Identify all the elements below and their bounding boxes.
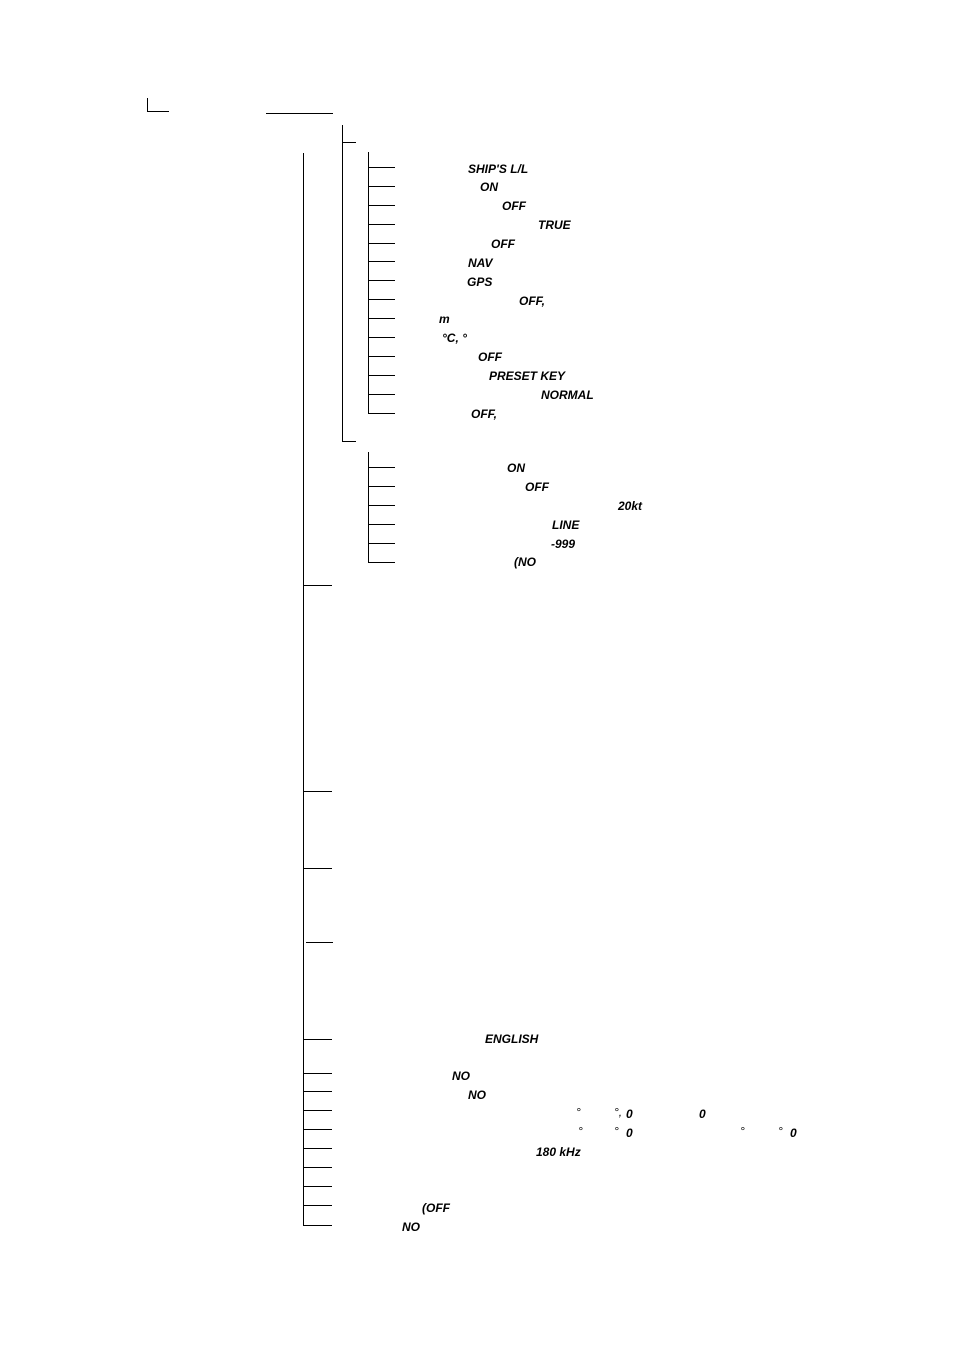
display-value: ON xyxy=(507,461,525,475)
setup-leaf-line xyxy=(368,413,395,414)
setup-value: TRUE xyxy=(538,218,571,232)
setup-leaf-line xyxy=(368,394,395,395)
setup-trunk xyxy=(368,152,369,414)
display-trunk xyxy=(368,452,369,563)
setup-value: OFF xyxy=(478,350,502,364)
setup-leaf-line xyxy=(368,318,395,319)
setup-value: SHIP'S L/L xyxy=(468,162,529,176)
main-branch-line xyxy=(303,1091,332,1092)
setup-value: OFF, xyxy=(519,294,545,308)
display-leaf-line xyxy=(368,562,395,563)
degree-mark: ° xyxy=(740,1124,745,1138)
setup-value: OFF, xyxy=(471,407,497,421)
offset-value: 0 xyxy=(699,1107,706,1121)
main-branch-line xyxy=(303,1186,332,1187)
setup-value: m xyxy=(439,312,450,326)
display-value: (NO xyxy=(514,555,536,569)
main-branch-line xyxy=(303,1039,332,1040)
language-value: ENGLISH xyxy=(485,1032,539,1046)
main-branch-line xyxy=(303,1110,332,1111)
setup-value: NAV xyxy=(468,256,493,270)
degree-mark: °, xyxy=(614,1105,623,1119)
offset-value: 0 xyxy=(626,1126,633,1140)
group-branch-display xyxy=(342,441,356,442)
setup-leaf-line xyxy=(368,261,395,262)
main-branch-line xyxy=(303,1205,332,1206)
degree-mark: ° xyxy=(576,1105,581,1119)
main-branch-line xyxy=(306,942,333,943)
display-leaf-line xyxy=(368,543,395,544)
main-branch-line xyxy=(303,1225,332,1226)
display-value: -999 xyxy=(551,537,576,551)
group-branch-setup xyxy=(342,142,356,143)
display-leaf-line xyxy=(368,524,395,525)
root-branch-line xyxy=(266,113,333,114)
group-trunk xyxy=(342,125,343,442)
display-value: 20kt xyxy=(618,499,643,513)
degree-mark: ° xyxy=(614,1124,619,1138)
setup-leaf-line xyxy=(368,356,395,357)
display-leaf-line xyxy=(368,505,395,506)
system-value-no: NO xyxy=(468,1088,486,1102)
setup-leaf-line xyxy=(368,243,395,244)
display-leaf-line xyxy=(368,486,395,487)
setup-value: ON xyxy=(480,180,498,194)
system-value-no: NO xyxy=(452,1069,470,1083)
degree-mark: ° xyxy=(578,1124,583,1138)
setup-value: NORMAL xyxy=(541,388,594,402)
setup-leaf-line xyxy=(368,224,395,225)
main-trunk xyxy=(303,153,304,1226)
setup-value: °C, ° xyxy=(442,331,467,345)
system-value-off: (OFF xyxy=(422,1201,450,1215)
main-branch-line xyxy=(303,868,332,869)
offset-value: 0 xyxy=(790,1126,797,1140)
main-branch-line xyxy=(303,1073,332,1074)
setup-value: PRESET KEY xyxy=(489,369,566,383)
setup-leaf-line xyxy=(368,337,395,338)
main-branch-line xyxy=(303,1167,332,1168)
setup-value: GPS xyxy=(467,275,493,289)
display-value: LINE xyxy=(552,518,580,532)
corner-mark-horizontal xyxy=(147,111,169,112)
degree-mark: ° xyxy=(778,1124,783,1138)
corner-mark-vertical xyxy=(147,98,148,112)
setup-value: OFF xyxy=(491,237,515,251)
main-branch-line xyxy=(303,1129,332,1130)
system-value-no: NO xyxy=(402,1220,420,1234)
main-branch-line xyxy=(303,1148,332,1149)
setup-leaf-line xyxy=(368,299,395,300)
setup-leaf-line xyxy=(368,280,395,281)
setup-leaf-line xyxy=(368,375,395,376)
setup-leaf-line xyxy=(368,186,395,187)
offset-value: 0 xyxy=(626,1107,633,1121)
setup-leaf-line xyxy=(368,205,395,206)
display-value: OFF xyxy=(525,480,549,494)
setup-value: OFF xyxy=(502,199,526,213)
main-branch-line xyxy=(303,791,332,792)
main-branch-line xyxy=(303,585,332,586)
display-leaf-line xyxy=(368,467,395,468)
setup-leaf-line xyxy=(368,167,395,168)
frequency-value: 180 kHz xyxy=(536,1145,581,1159)
